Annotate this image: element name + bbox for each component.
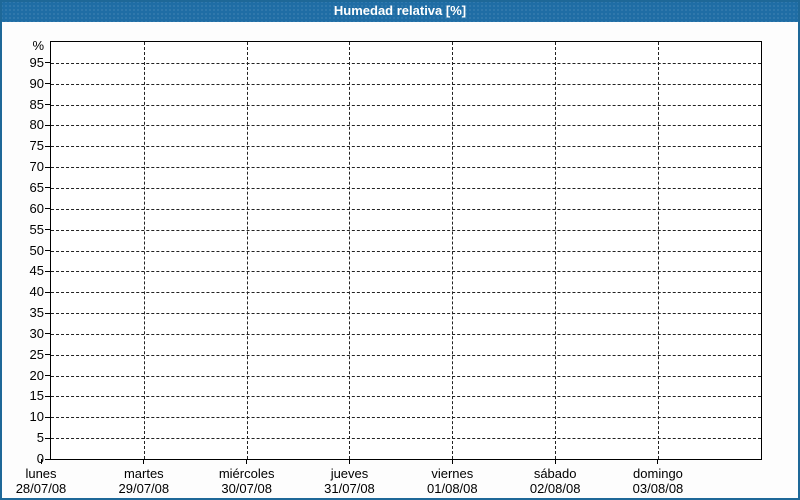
x-category-label: jueves 31/07/08	[297, 466, 401, 496]
y-gridline	[51, 83, 761, 85]
y-tick-label: 25	[29, 346, 44, 362]
x-gridline	[452, 42, 454, 459]
x-weekday-label: miércoles	[218, 466, 275, 481]
y-tick	[45, 270, 50, 272]
x-gridline	[246, 42, 248, 459]
y-gridline	[51, 146, 761, 148]
y-gridline	[51, 250, 761, 252]
y-gridline	[51, 104, 761, 106]
y-tick	[45, 458, 50, 460]
x-weekday-label: sábado	[533, 466, 577, 481]
x-gridline	[555, 42, 557, 459]
y-tick	[45, 312, 50, 314]
x-tick	[451, 459, 453, 464]
y-tick-label: 15	[29, 388, 44, 404]
y-tick-label: 30	[29, 325, 44, 341]
y-gridline	[51, 62, 761, 64]
x-date-label: 29/07/08	[118, 481, 170, 496]
y-tick	[45, 166, 50, 168]
x-tick	[657, 459, 659, 464]
x-tick	[143, 459, 145, 464]
y-tick-label: 55	[29, 221, 44, 237]
x-tick	[40, 459, 42, 464]
y-tick-label: 35	[29, 305, 44, 321]
y-tick	[45, 354, 50, 356]
x-gridline	[657, 42, 659, 459]
y-tick-label: 45	[29, 263, 44, 279]
plot-area: 05101520253035404550556065707580859095%l…	[16, 39, 762, 496]
x-category-label: lunes 28/07/08	[2, 466, 93, 496]
y-tick	[45, 375, 50, 377]
y-gridline	[51, 292, 761, 294]
y-tick	[45, 416, 50, 418]
x-tick	[554, 459, 556, 464]
title-bar: Humedad relativa [%]	[2, 2, 798, 22]
y-gridline	[51, 333, 761, 335]
x-weekday-label: lunes	[25, 466, 57, 481]
x-date-label: 03/08/08	[632, 481, 684, 496]
y-tick-label: 60	[29, 200, 44, 216]
y-gridline	[51, 187, 761, 189]
y-tick-label: 80	[29, 117, 44, 133]
x-category-label: sábado 02/08/08	[503, 466, 607, 496]
y-tick-label: 75	[29, 138, 44, 154]
y-gridline	[51, 396, 761, 398]
y-tick	[45, 229, 50, 231]
y-axis-unit-label: %	[32, 38, 44, 53]
x-date-label: 28/07/08	[15, 481, 67, 496]
x-date-label: 01/08/08	[427, 481, 478, 496]
x-tick	[348, 459, 350, 464]
y-gridline	[51, 375, 761, 377]
x-weekday-label: viernes	[431, 466, 474, 481]
y-gridline	[51, 313, 761, 315]
y-gridline	[51, 167, 761, 169]
x-date-label: 30/07/08	[221, 481, 272, 496]
x-category-label: domingo 03/08/08	[606, 466, 710, 496]
y-tick	[45, 437, 50, 439]
y-gridline	[51, 438, 761, 440]
x-weekday-label: jueves	[330, 466, 369, 481]
y-tick-label: 70	[29, 159, 44, 175]
x-category-label: miércoles 30/07/08	[195, 466, 299, 496]
chart-title: Humedad relativa [%]	[333, 3, 467, 18]
y-tick	[45, 395, 50, 397]
y-gridline	[51, 354, 761, 356]
y-tick	[45, 145, 50, 147]
y-tick-label: 0	[4, 452, 44, 466]
y-tick	[45, 250, 50, 251]
x-gridline	[349, 42, 351, 459]
y-tick-label: 65	[29, 179, 44, 195]
y-tick	[45, 208, 50, 210]
y-gridline	[51, 125, 761, 127]
y-gridline	[51, 417, 761, 419]
y-gridline	[51, 229, 761, 231]
x-date-label: 31/07/08	[324, 481, 375, 496]
y-tick	[45, 291, 50, 293]
y-tick	[45, 83, 50, 85]
y-gridline	[51, 208, 761, 210]
y-tick	[45, 333, 50, 335]
x-weekday-label: martes	[123, 466, 164, 481]
x-weekday-label: domingo	[633, 466, 683, 481]
y-gridline	[51, 271, 761, 273]
y-tick-label: 5	[36, 430, 44, 446]
x-category-label: martes 29/07/08	[92, 466, 196, 496]
y-tick-label: 50	[29, 242, 44, 258]
y-tick-label: 95	[29, 54, 44, 70]
y-tick-label: 85	[29, 96, 44, 112]
y-tick-label: 90	[29, 75, 44, 91]
y-tick	[45, 104, 50, 106]
x-tick	[246, 459, 248, 464]
y-tick	[45, 187, 50, 189]
y-tick	[45, 124, 50, 126]
x-gridline	[143, 42, 145, 459]
y-tick-label: 40	[29, 284, 44, 300]
y-tick	[45, 62, 50, 64]
y-tick-label: 20	[29, 367, 44, 383]
y-tick-label: 10	[29, 409, 44, 425]
x-category-label: viernes 01/08/08	[400, 466, 504, 496]
x-date-label: 02/08/08	[529, 481, 581, 496]
